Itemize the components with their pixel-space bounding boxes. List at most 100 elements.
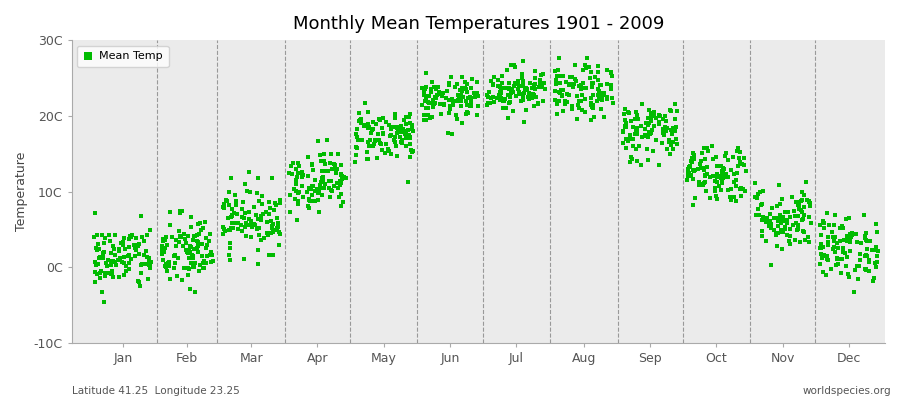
Mean Temp xyxy=(551,66,565,73)
Mean Temp xyxy=(318,181,332,187)
Mean Temp xyxy=(835,224,850,231)
Mean Temp xyxy=(500,66,514,73)
Mean Temp xyxy=(184,251,199,258)
Mean Temp xyxy=(324,150,338,157)
Mean Temp xyxy=(230,198,244,204)
Mean Temp xyxy=(733,186,747,192)
Mean Temp xyxy=(384,126,399,132)
Mean Temp xyxy=(300,189,314,195)
Mean Temp xyxy=(494,95,508,101)
Mean Temp xyxy=(787,222,801,228)
Mean Temp xyxy=(364,127,379,133)
Text: worldspecies.org: worldspecies.org xyxy=(803,386,891,396)
Mean Temp xyxy=(334,162,348,168)
Mean Temp xyxy=(361,109,375,115)
Mean Temp xyxy=(222,227,237,233)
Mean Temp xyxy=(140,254,154,261)
Mean Temp xyxy=(394,136,409,143)
Mean Temp xyxy=(618,124,633,130)
Mean Temp xyxy=(548,81,562,87)
Mean Temp xyxy=(494,85,508,92)
Mean Temp xyxy=(362,143,376,150)
Mean Temp xyxy=(737,155,751,161)
Mean Temp xyxy=(173,209,187,216)
Mean Temp xyxy=(123,233,138,239)
Mean Temp xyxy=(522,90,536,96)
Mean Temp xyxy=(824,229,839,235)
Mean Temp xyxy=(656,130,670,137)
Mean Temp xyxy=(352,110,366,116)
Mean Temp xyxy=(657,132,671,138)
Mean Temp xyxy=(521,94,535,101)
Mean Temp xyxy=(203,249,218,256)
Mean Temp xyxy=(843,230,858,237)
Mean Temp xyxy=(831,261,845,268)
Mean Temp xyxy=(738,188,752,194)
Mean Temp xyxy=(729,182,743,189)
Mean Temp xyxy=(244,219,258,226)
Mean Temp xyxy=(137,238,151,244)
Mean Temp xyxy=(496,104,510,111)
Mean Temp xyxy=(487,74,501,80)
Mean Temp xyxy=(314,175,328,182)
Mean Temp xyxy=(823,222,837,228)
Mean Temp xyxy=(706,173,720,180)
Mean Temp xyxy=(417,116,431,123)
Mean Temp xyxy=(454,92,468,98)
Mean Temp xyxy=(554,87,568,93)
Mean Temp xyxy=(384,151,399,158)
Mean Temp xyxy=(826,234,841,240)
Mean Temp xyxy=(418,98,433,104)
Mean Temp xyxy=(775,245,789,252)
Mean Temp xyxy=(486,82,500,88)
Mean Temp xyxy=(286,160,301,166)
Mean Temp xyxy=(604,70,618,76)
Mean Temp xyxy=(710,173,724,180)
Mean Temp xyxy=(528,86,543,92)
Mean Temp xyxy=(231,220,246,226)
Mean Temp xyxy=(361,120,375,127)
Mean Temp xyxy=(712,183,726,189)
Mean Temp xyxy=(714,187,728,193)
Mean Temp xyxy=(486,81,500,87)
Mean Temp xyxy=(680,173,695,179)
Mean Temp xyxy=(753,202,768,209)
Mean Temp xyxy=(776,229,790,236)
Mean Temp xyxy=(91,260,105,267)
Mean Temp xyxy=(774,229,788,236)
Mean Temp xyxy=(355,120,369,126)
Mean Temp xyxy=(506,108,520,114)
Mean Temp xyxy=(796,197,810,203)
Mean Temp xyxy=(760,238,774,245)
Mean Temp xyxy=(143,264,157,271)
Mean Temp xyxy=(821,242,835,248)
Mean Temp xyxy=(133,213,148,219)
Mean Temp xyxy=(850,238,864,245)
Mean Temp xyxy=(646,123,661,130)
Mean Temp xyxy=(668,128,682,134)
Mean Temp xyxy=(840,238,854,244)
Mean Temp xyxy=(333,178,347,184)
Mean Temp xyxy=(225,206,239,212)
Mean Temp xyxy=(562,80,577,87)
Mean Temp xyxy=(419,93,434,100)
Mean Temp xyxy=(716,165,730,172)
Mean Temp xyxy=(139,261,153,268)
Mean Temp xyxy=(664,129,679,135)
Mean Temp xyxy=(131,279,146,285)
Mean Temp xyxy=(814,251,828,258)
Mean Temp xyxy=(503,94,517,100)
Mean Temp xyxy=(360,155,374,162)
Mean Temp xyxy=(456,93,471,100)
Mean Temp xyxy=(842,274,857,280)
Mean Temp xyxy=(516,92,530,99)
Mean Temp xyxy=(471,103,485,110)
Mean Temp xyxy=(302,196,316,202)
Mean Temp xyxy=(634,123,648,129)
Mean Temp xyxy=(566,81,580,87)
Mean Temp xyxy=(626,135,640,142)
Mean Temp xyxy=(585,104,599,110)
Mean Temp xyxy=(550,101,564,107)
Mean Temp xyxy=(94,270,108,276)
Mean Temp xyxy=(813,261,827,268)
